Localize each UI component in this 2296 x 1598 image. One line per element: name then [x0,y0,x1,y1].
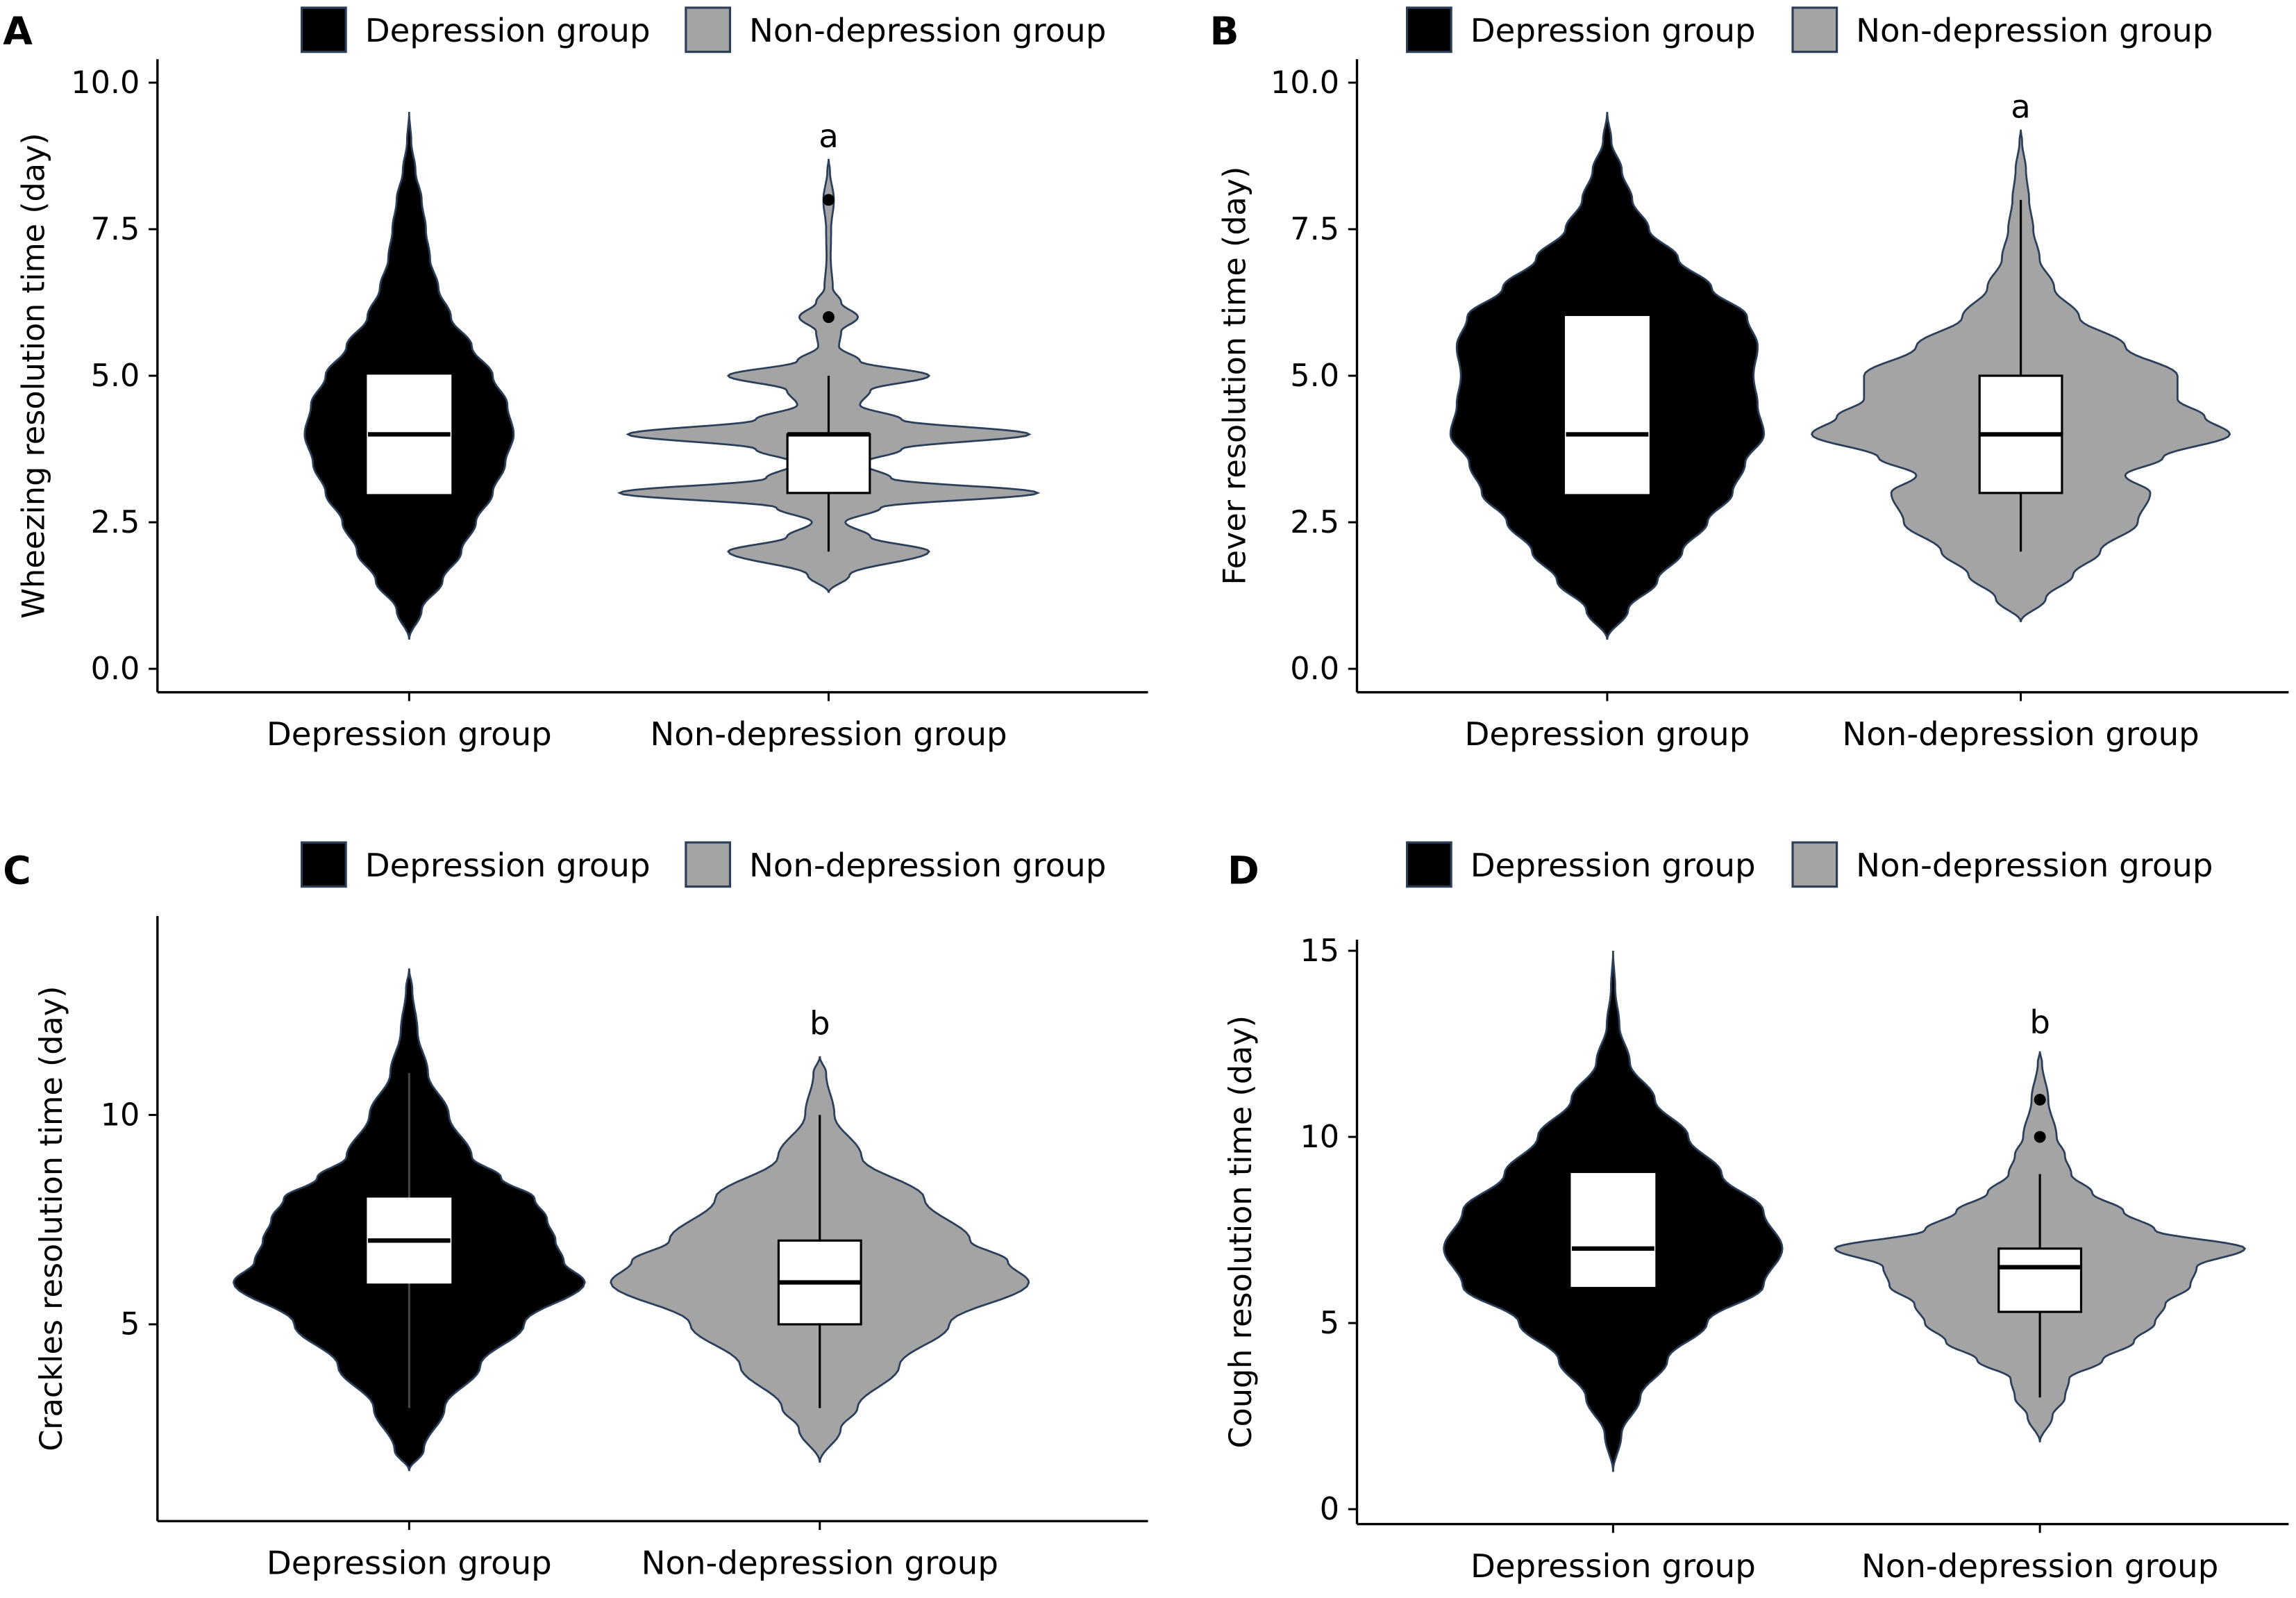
significance-label: b [2029,1004,2050,1041]
y-tick-label: 15 [1300,933,1339,969]
legend-label: Non-depression group [749,847,1106,884]
legend-label: Non-depression group [1856,12,2213,49]
legend-swatch [300,6,347,53]
outlier-point [823,194,835,206]
violin-depression [1449,112,1766,640]
legend-swatch [300,841,347,888]
violin-depression [232,968,586,1472]
outlier-point [823,311,835,324]
box [1564,316,1650,494]
violin-non-depression [1834,1051,2247,1442]
x-tick-label: Depression group [1464,715,1750,753]
legend-label: Depression group [1470,847,1756,884]
y-tick-label: 7.5 [91,212,140,247]
significance-label: a [2011,88,2031,126]
violin-depression [303,112,515,640]
significance-label: b [810,1005,830,1042]
y-axis-title: Crackles resolution time (day) [34,986,69,1451]
legend-swatch [1406,6,1452,53]
legend-label: Depression group [1470,12,1756,49]
violin-non-depression [1811,129,2231,622]
y-tick-label: 10 [101,1097,140,1133]
legend-swatch [1791,841,1838,888]
legend-label: Non-depression group [749,12,1106,49]
y-tick-label: 5.0 [91,358,140,394]
x-tick-label: Non-depression group [650,715,1007,753]
legend-label: Depression group [365,12,651,49]
y-tick-label: 10 [1300,1120,1339,1155]
y-tick-label: 2.5 [1290,505,1339,540]
outlier-point [2034,1093,2046,1106]
y-tick-label: 2.5 [91,505,140,540]
y-axis-title: Fever resolution time (day) [1217,167,1252,585]
y-tick-label: 5 [1320,1306,1339,1341]
x-tick-label: Non-depression group [1842,715,2199,753]
y-tick-label: 5.0 [1290,358,1339,394]
y-tick-label: 0 [1320,1492,1339,1527]
outlier-point [2034,1131,2046,1143]
x-tick-label: Depression group [267,1545,552,1582]
box [786,433,871,494]
x-tick-label: Non-depression group [1861,1547,2218,1585]
panel-a: A Depression group Non-depression group 0.0… [3,6,1148,753]
box [1997,1247,2083,1313]
y-tick-label: 7.5 [1290,212,1339,247]
panel-c: C Depression group Non-depression group 5 10… [3,841,1148,1582]
violin-non-depression [617,158,1041,593]
significance-label: a [819,117,839,155]
violin-non-depression [610,1056,1030,1463]
x-tick-label: Depression group [1470,1547,1756,1585]
x-tick-label: Non-depression group [642,1545,998,1582]
x-tick-label: Depression group [267,715,552,753]
legend-swatch [685,6,732,53]
y-axis-title: Cough resolution time (day) [1223,1015,1259,1448]
y-axis-title: Wheezing resolution time (day) [17,133,52,619]
legend-label: Depression group [365,847,651,884]
y-tick-label: 10.0 [1271,65,1339,101]
panel-letter: C [3,848,31,892]
panel-letter: D [1227,848,1259,892]
box [1570,1173,1656,1288]
panel-b: B Depression group Non-depression group 0.0… [1210,6,2289,753]
legend-label: Non-depression group [1856,847,2213,884]
y-tick-label: 0.0 [1290,651,1339,687]
y-tick-label: 5 [120,1307,140,1342]
panel-letter: A [3,9,33,53]
y-tick-label: 10.0 [71,65,140,101]
y-tick-label: 0.0 [91,651,140,687]
legend-swatch [1791,6,1838,53]
legend-swatch [1406,841,1452,888]
panel-letter: B [1210,9,1239,53]
legend-swatch [685,841,732,888]
violin-depression [1443,951,1784,1472]
panel-d: D Depression group Non-depression group 0 5 1… [1223,841,2289,1585]
